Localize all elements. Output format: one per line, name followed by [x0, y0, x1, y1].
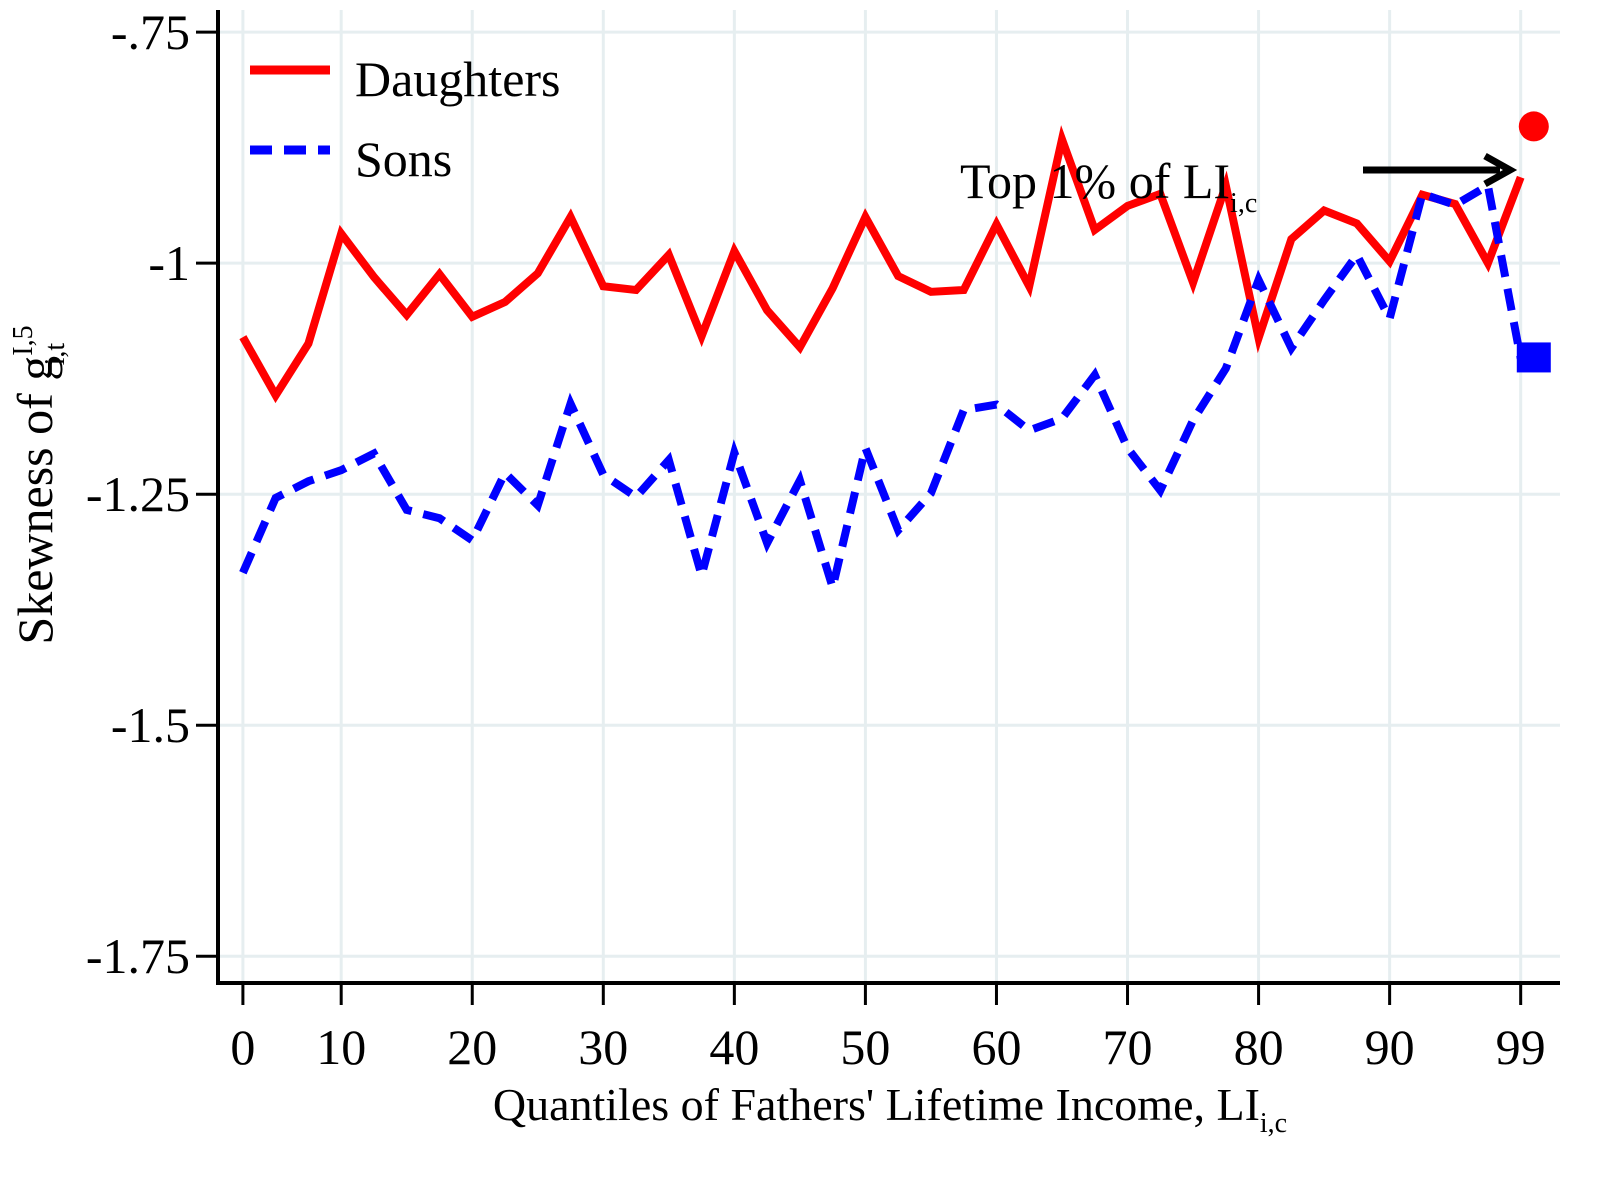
series-layer — [239, 111, 1551, 603]
x-tick-label: 70 — [1103, 1019, 1153, 1075]
annotation-subscript: i,c — [1230, 188, 1257, 219]
x-tick-label: 30 — [578, 1019, 628, 1075]
x-tick-label: 99 — [1496, 1019, 1546, 1075]
y-tick-label: -1.25 — [86, 466, 190, 522]
x-tick-label: 50 — [840, 1019, 890, 1075]
x-axis-title-subscript: i,c — [1260, 1108, 1287, 1139]
x-tick-label: 40 — [709, 1019, 759, 1075]
legend: Daughters Sons — [250, 51, 561, 187]
x-axis-title: Quantiles of Fathers' Lifetime Income, L… — [493, 1079, 1287, 1139]
y-tick-label: -1.5 — [111, 697, 190, 753]
x-tick-label: 90 — [1365, 1019, 1415, 1075]
x-tick-label: 0 — [230, 1019, 255, 1075]
x-tick-label: 20 — [447, 1019, 497, 1075]
y-tick-label: -.75 — [111, 4, 190, 60]
x-tick-label: 60 — [971, 1019, 1021, 1075]
top1-annotation: Top 1% of LIi,c — [960, 153, 1257, 219]
y-axis-title-superscript: I,5 — [8, 325, 39, 355]
annotation-arrow — [1363, 152, 1518, 188]
daughters-top1-marker — [1518, 111, 1549, 142]
y-tick-label: -1 — [148, 235, 190, 291]
y-tick-label: -1.75 — [86, 928, 190, 984]
sons-top1-marker — [1516, 342, 1551, 373]
daughters-line — [239, 125, 1525, 404]
x-tick-label: 10 — [316, 1019, 366, 1075]
x-tick-label: 80 — [1234, 1019, 1284, 1075]
y-axis-title-subscript: i,t — [40, 343, 71, 366]
legend-sons-label: Sons — [355, 131, 452, 187]
axes: 0 10 20 30 40 50 60 70 80 90 99 -.75 -1 -1.25 -1.5 -1.7… — [86, 4, 1560, 1075]
sons-line — [239, 179, 1525, 603]
annotation-text: Top 1% of LI — [960, 153, 1230, 209]
y-axis-title-text: Skewness of g — [7, 356, 63, 645]
legend-daughters-label: Daughters — [355, 51, 561, 107]
y-axis-title: Skewness of gI,5i,t — [7, 325, 71, 644]
x-axis-title-text: Quantiles of Fathers' Lifetime Income, L… — [493, 1079, 1260, 1130]
